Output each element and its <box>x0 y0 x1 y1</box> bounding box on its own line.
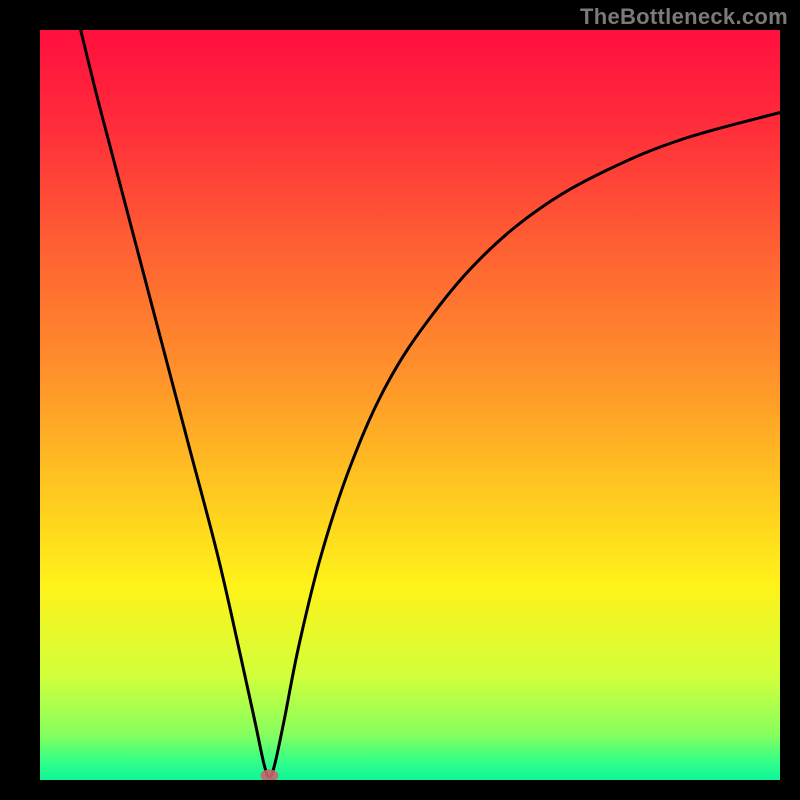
watermark-text: TheBottleneck.com <box>580 4 788 30</box>
chart-canvas: TheBottleneck.com <box>0 0 800 800</box>
bottleneck-curve-chart <box>0 0 800 800</box>
